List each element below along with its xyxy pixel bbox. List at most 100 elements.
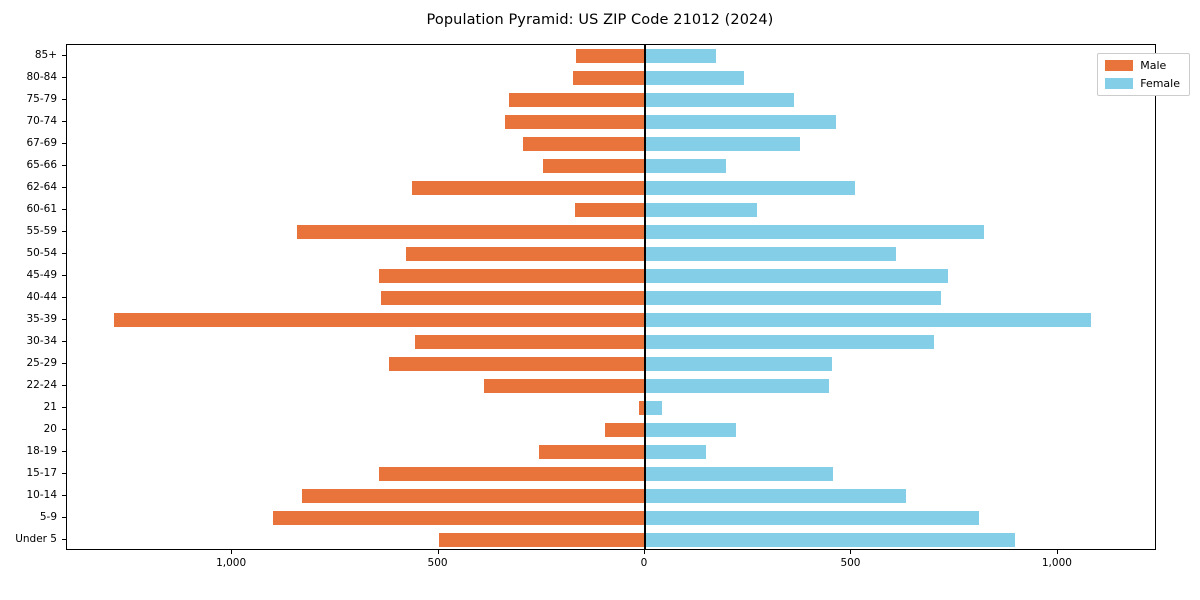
bar-male-40-44[interactable] <box>380 291 646 305</box>
bar-male-20[interactable] <box>604 423 646 437</box>
bar-female-under-5[interactable] <box>645 533 1015 547</box>
bar-female-18-19[interactable] <box>645 445 706 459</box>
bar-row <box>67 357 1155 371</box>
x-tick-label: 500 <box>840 557 861 569</box>
y-tick-mark <box>62 473 66 474</box>
bar-male-85-[interactable] <box>576 49 646 63</box>
bar-male-50-54[interactable] <box>405 247 646 261</box>
bar-female-20[interactable] <box>645 423 737 437</box>
bar-male-55-59[interactable] <box>297 225 646 239</box>
legend-entry-female[interactable]: Female <box>1105 77 1180 90</box>
bar-male-70-74[interactable] <box>504 115 646 129</box>
y-tick-label: 5-9 <box>39 511 57 523</box>
y-tick-label: 75-79 <box>26 93 57 105</box>
bar-female-75-79[interactable] <box>645 93 795 107</box>
bar-female-45-49[interactable] <box>645 269 949 283</box>
y-tick-label: 25-29 <box>26 357 57 369</box>
bar-female-70-74[interactable] <box>645 115 836 129</box>
bar-male-75-79[interactable] <box>508 93 646 107</box>
bar-female-15-17[interactable] <box>645 467 833 481</box>
bar-female-80-84[interactable] <box>645 71 745 85</box>
bar-male-18-19[interactable] <box>539 445 646 459</box>
bar-male-22-24[interactable] <box>484 379 646 393</box>
bar-male-80-84[interactable] <box>572 71 646 85</box>
bar-male-30-34[interactable] <box>414 335 646 349</box>
y-tick-mark <box>62 209 66 210</box>
y-tick-mark <box>62 165 66 166</box>
bar-female-55-59[interactable] <box>645 225 984 239</box>
bar-female-62-64[interactable] <box>645 181 855 195</box>
bar-row <box>67 291 1155 305</box>
female-color-swatch <box>1105 78 1134 89</box>
bar-male-under-5[interactable] <box>438 533 646 547</box>
x-tick-mark <box>850 550 852 554</box>
bar-male-21[interactable] <box>639 401 646 415</box>
x-tick-label: 1,000 <box>216 557 247 569</box>
bar-female-10-14[interactable] <box>645 489 906 503</box>
y-tick-mark <box>62 363 66 364</box>
y-tick-mark <box>62 341 66 342</box>
bar-female-85-[interactable] <box>645 49 717 63</box>
y-axis: 85+ 80-84 75-79 70-74 67-69 65-66 62-64 60-61 55… <box>0 44 66 550</box>
bar-female-65-66[interactable] <box>645 159 726 173</box>
bar-male-10-14[interactable] <box>301 489 645 503</box>
bar-male-45-49[interactable] <box>378 269 646 283</box>
x-tick-mark <box>231 550 233 554</box>
bar-male-62-64[interactable] <box>411 181 646 195</box>
bar-female-50-54[interactable] <box>645 247 897 261</box>
y-tick-label: 21 <box>43 401 57 413</box>
bar-female-21[interactable] <box>645 401 663 415</box>
bar-female-60-61[interactable] <box>645 203 758 217</box>
y-tick-label: 70-74 <box>26 115 57 127</box>
bar-male-5-9[interactable] <box>273 511 646 525</box>
bar-male-35-39[interactable] <box>114 313 646 327</box>
legend-entry-male[interactable]: Male <box>1105 59 1180 72</box>
bar-row <box>67 71 1155 85</box>
bar-male-25-29[interactable] <box>389 357 646 371</box>
zero-axis-line <box>644 45 646 549</box>
bar-female-40-44[interactable] <box>645 291 942 305</box>
bar-row <box>67 49 1155 63</box>
bar-female-5-9[interactable] <box>645 511 980 525</box>
y-tick-mark <box>62 407 66 408</box>
male-color-swatch <box>1105 60 1134 71</box>
bar-row <box>67 533 1155 547</box>
y-tick-label: 55-59 <box>26 225 57 237</box>
bar-male-65-66[interactable] <box>542 159 646 173</box>
y-tick-label: 30-34 <box>26 335 57 347</box>
y-tick-mark <box>62 253 66 254</box>
y-tick-mark <box>62 319 66 320</box>
x-tick-mark <box>644 550 646 554</box>
y-tick-mark <box>62 517 66 518</box>
bar-row <box>67 423 1155 437</box>
bar-female-35-39[interactable] <box>645 313 1091 327</box>
y-tick-label: 60-61 <box>26 203 57 215</box>
bar-female-22-24[interactable] <box>645 379 829 393</box>
bar-male-60-61[interactable] <box>574 203 646 217</box>
y-tick-mark <box>62 539 66 540</box>
bar-female-25-29[interactable] <box>645 357 832 371</box>
bar-male-67-69[interactable] <box>523 137 646 151</box>
x-tick-label: 1,000 <box>1041 557 1072 569</box>
y-tick-mark <box>62 77 66 78</box>
bar-row <box>67 115 1155 129</box>
legend-label-female: Female <box>1140 77 1180 90</box>
bar-row <box>67 379 1155 393</box>
y-tick-label: 10-14 <box>26 489 57 501</box>
bar-female-30-34[interactable] <box>645 335 935 349</box>
y-tick-mark <box>62 55 66 56</box>
bar-female-67-69[interactable] <box>645 137 800 151</box>
bar-row <box>67 401 1155 415</box>
y-tick-label: 22-24 <box>26 379 57 391</box>
y-tick-label: 40-44 <box>26 291 57 303</box>
y-tick-mark <box>62 297 66 298</box>
y-tick-mark <box>62 231 66 232</box>
chart-title: Population Pyramid: US ZIP Code 21012 (2… <box>426 12 774 28</box>
x-tick-mark <box>437 550 439 554</box>
x-tick-label: 500 <box>427 557 448 569</box>
y-tick-label: 85+ <box>34 49 57 61</box>
bar-male-15-17[interactable] <box>378 467 646 481</box>
bar-row <box>67 335 1155 349</box>
y-tick-mark <box>62 451 66 452</box>
